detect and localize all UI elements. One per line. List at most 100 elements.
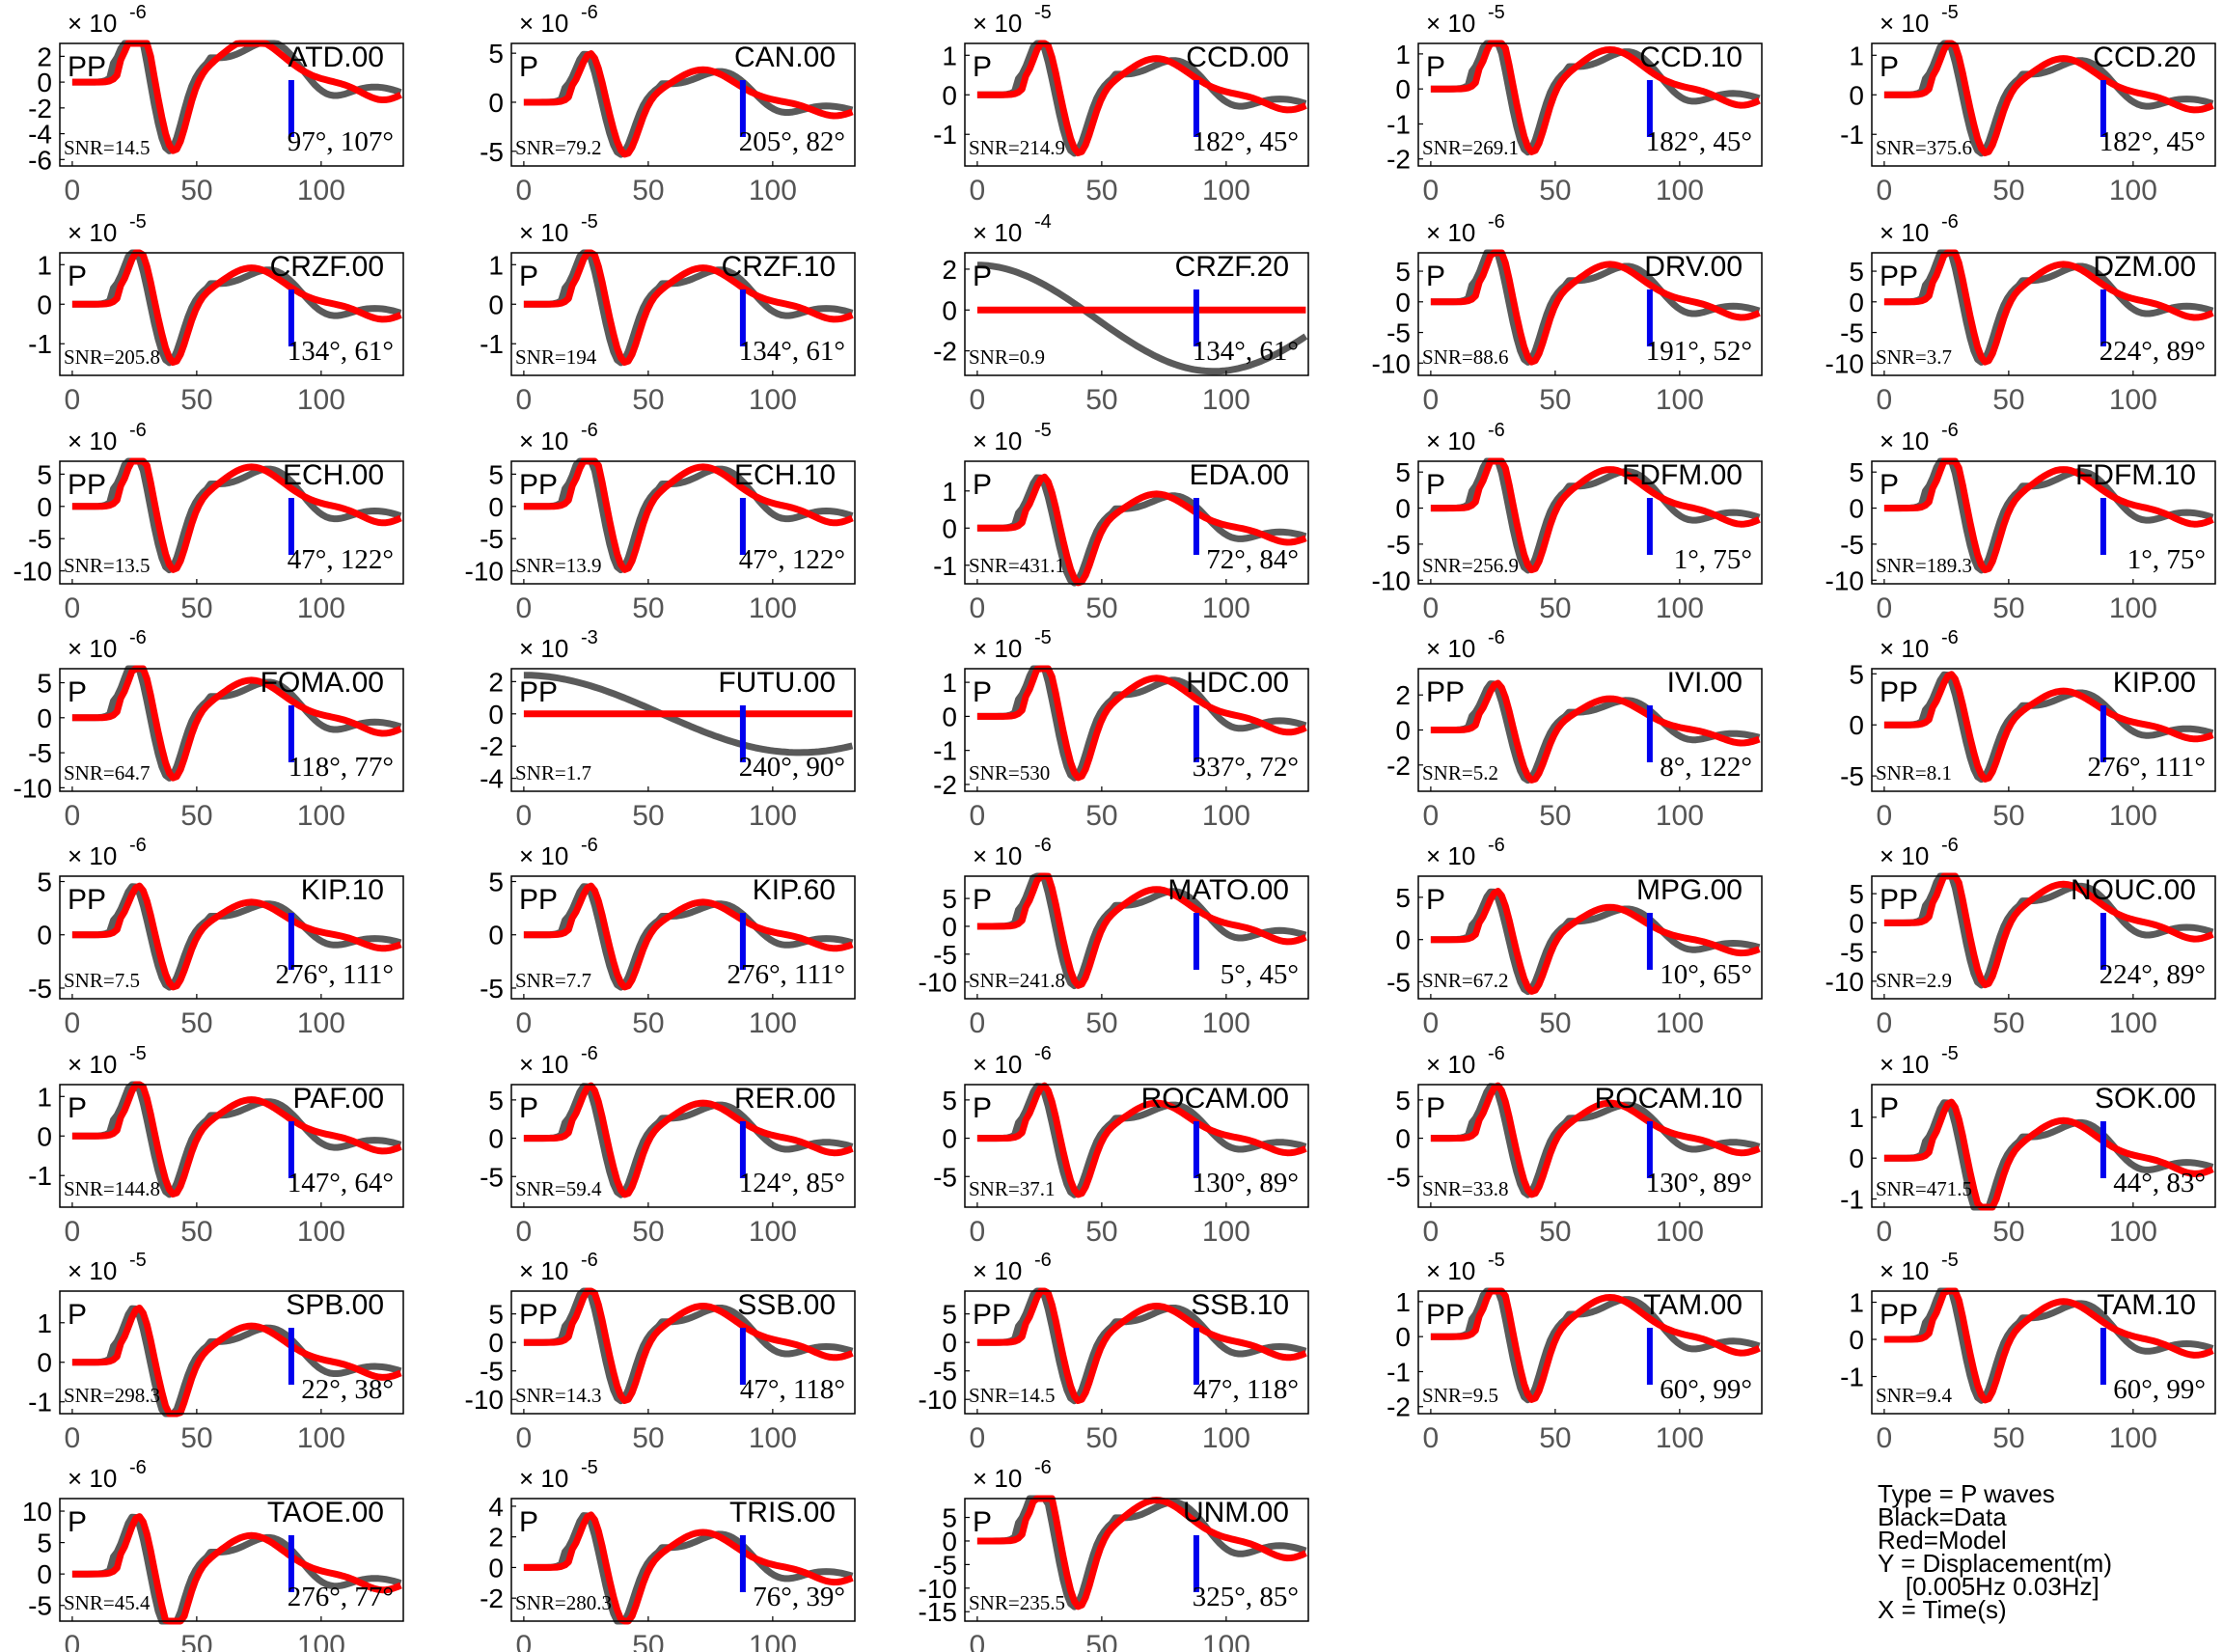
marker-bar: [739, 498, 746, 555]
y-tick-label: 5: [1395, 883, 1411, 913]
angle-label: 60°, 99°: [2113, 1374, 2206, 1405]
phase-label: PP: [1880, 884, 1918, 916]
x-tick-label: 50: [632, 384, 664, 416]
y-tick-label: -5: [933, 1162, 957, 1192]
x-tick-label: 100: [2109, 1216, 2157, 1248]
y-tick-label: 0: [942, 513, 957, 543]
y-tick-label: -1: [28, 1161, 52, 1191]
x-tick-label: 100: [749, 592, 797, 624]
x-tick-label: 0: [970, 800, 986, 832]
exponent-label: × 10: [1426, 1050, 1475, 1079]
y-tick-label: 0: [942, 1124, 957, 1154]
y-tick-label: 2: [942, 255, 957, 285]
legend-line: Y = Displacement(m): [1878, 1549, 2112, 1578]
x-tick-label: 0: [65, 1216, 81, 1248]
y-tick-label: 0: [1395, 925, 1411, 955]
angle-label: 182°, 45°: [1193, 126, 1299, 157]
x-tick-label: 0: [65, 1630, 81, 1652]
marker-bar: [1193, 913, 1199, 970]
x-tick-label: 0: [516, 592, 533, 624]
station-label: SPB.00: [286, 1289, 384, 1321]
y-tick-label: -5: [933, 940, 957, 970]
axes-box: [964, 875, 1309, 1000]
exponent-power: -6: [129, 835, 147, 856]
exponent-label: × 10: [1426, 218, 1475, 247]
x-tick-label: 50: [1992, 1007, 2024, 1039]
exponent-label: × 10: [1880, 841, 1929, 870]
y-tick-label: -1: [28, 1388, 52, 1418]
x-tick-label: 50: [1992, 1216, 2024, 1248]
x-tick-label: 100: [1656, 592, 1704, 624]
exponent-power: -6: [1941, 835, 1959, 856]
x-tick-label: 0: [1877, 800, 1893, 832]
y-tick-label: 5: [37, 1528, 52, 1558]
y-tick-label: 1: [1849, 1288, 1864, 1318]
station-label: DRV.00: [1644, 251, 1743, 283]
station-label: ROCAM.00: [1141, 1083, 1289, 1115]
x-tick-label: 0: [1423, 1216, 1440, 1248]
exponent-power: -5: [1034, 2, 1052, 23]
x-tick-label: 50: [1085, 1630, 1117, 1652]
phase-label: PP: [1880, 676, 1918, 708]
legend-line: Type = P waves: [1878, 1479, 2055, 1508]
x-tick-label: 100: [1656, 1216, 1704, 1248]
marker-bar: [288, 289, 294, 346]
data-trace: [976, 665, 1307, 782]
angle-label: 47°, 118°: [740, 1374, 845, 1405]
y-tick-label: -2: [933, 770, 957, 800]
angle-label: 276°, 111°: [727, 959, 845, 990]
exponent-label: × 10: [1880, 427, 1929, 455]
exponent-power: -6: [1488, 211, 1505, 233]
x-tick-label: 50: [1085, 800, 1117, 832]
data-trace: [976, 872, 1307, 989]
marker-bar: [1646, 1121, 1653, 1178]
station-label: CAN.00: [734, 41, 836, 73]
x-tick-label: 100: [1656, 1422, 1704, 1454]
data-trace: [523, 249, 854, 367]
phase-label: P: [973, 884, 992, 916]
phase-label: P: [973, 1506, 992, 1538]
y-tick-label: 1: [1849, 1103, 1864, 1133]
x-tick-label: 100: [1656, 800, 1704, 832]
y-tick-label: 5: [1395, 257, 1411, 287]
y-tick-label: 0: [942, 1328, 957, 1358]
snr-label: SNR=256.9: [1422, 554, 1519, 577]
snr-label: SNR=13.9: [515, 554, 601, 577]
y-tick-label: -4: [480, 764, 504, 794]
y-tick-label: 0: [1395, 1124, 1411, 1154]
x-tick-label: 50: [1085, 175, 1117, 206]
snr-label: SNR=7.5: [64, 969, 140, 992]
phase-label: P: [1426, 51, 1445, 83]
phase-label: P: [1880, 469, 1899, 501]
exponent-power: -6: [581, 420, 598, 441]
station-label: CRZF.00: [270, 251, 384, 283]
y-tick-label: 1: [37, 250, 52, 280]
angle-label: 72°, 84°: [1206, 544, 1299, 575]
exponent-power: -6: [1488, 835, 1505, 856]
y-tick-label: 1: [942, 41, 957, 70]
y-tick-label: -5: [1386, 1162, 1411, 1192]
snr-label: SNR=37.1: [969, 1177, 1055, 1200]
exponent-power: -6: [1488, 627, 1505, 648]
snr-label: SNR=241.8: [969, 969, 1065, 992]
y-tick-label: 0: [488, 700, 504, 730]
axes-box: [510, 1084, 856, 1208]
station-panel: 0 50 100 1 0 -1 × 10 -5 P CCD.20 SNR=375.6 182°, 45…: [1840, 2, 2216, 206]
x-tick-label: 50: [1539, 1216, 1571, 1248]
exponent-label: × 10: [68, 9, 117, 38]
snr-label: SNR=79.2: [515, 136, 601, 159]
x-tick-label: 50: [1992, 175, 2024, 206]
snr-label: SNR=471.5: [1876, 1177, 1972, 1200]
x-tick-label: 100: [297, 800, 345, 832]
marker-bar: [1193, 498, 1199, 555]
y-tick-label: 5: [37, 669, 52, 699]
y-tick-label: -10: [465, 557, 504, 587]
angle-label: 276°, 111°: [275, 959, 394, 990]
data-trace: [71, 1305, 402, 1418]
